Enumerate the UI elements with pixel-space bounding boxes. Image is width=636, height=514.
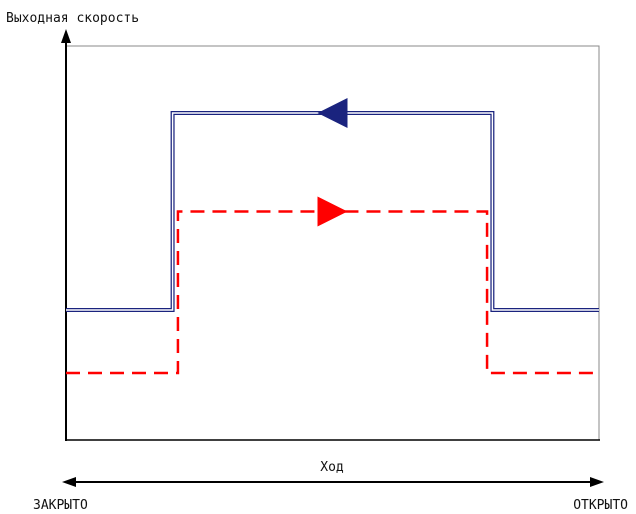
arrow-right-icon [317, 196, 348, 227]
stroke-arrow-left-icon [62, 477, 76, 487]
closing-curve [66, 97, 599, 312]
opening-curve-line [66, 210, 599, 375]
plot-frame [65, 45, 600, 441]
opening-curve [66, 196, 599, 375]
closed-label: ЗАКРЫТО [33, 498, 88, 513]
arrow-left-icon [317, 97, 348, 128]
y-axis-label: Выходная скорость [6, 11, 139, 26]
stroke-label: Ход [320, 460, 344, 475]
stroke-arrow-right-icon [590, 477, 604, 487]
y-axis-arrow-icon [61, 29, 71, 43]
open-label: ОТКРЫТО [573, 498, 628, 513]
